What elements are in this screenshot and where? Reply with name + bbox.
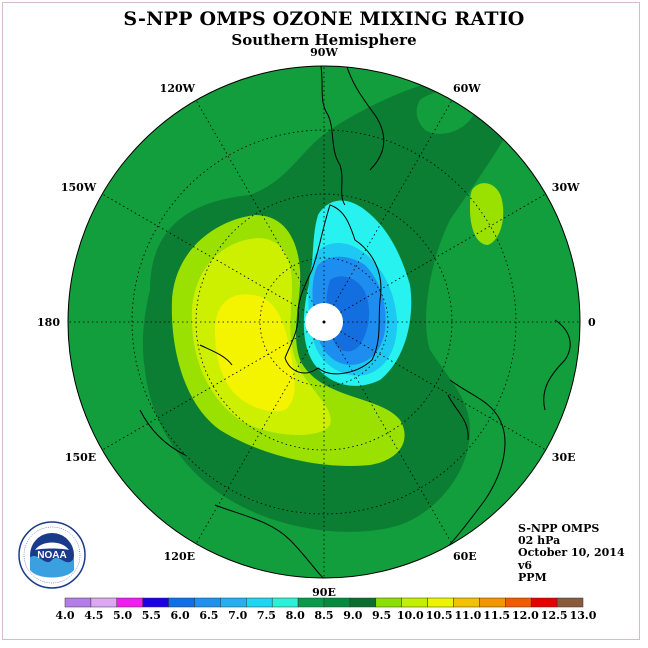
longitude-label: 30W [552,181,580,194]
longitude-label: 120E [164,550,195,563]
longitude-label: 60E [453,550,477,563]
longitude-label: 180 [37,316,60,329]
longitude-label: 30E [552,451,576,464]
longitude-label: 150E [65,451,96,464]
noaa-logo: NOAA [17,520,87,590]
ozone-field [60,60,590,590]
longitude-label: 60W [453,82,481,95]
longitude-label: 90E [312,586,336,599]
svg-text:NOAA: NOAA [37,550,66,561]
info-block: S-NPP OMPS 02 hPa October 10, 2014 v6 PP… [518,523,625,584]
longitude-label: 0 [588,316,596,329]
units-label: PPM [518,572,625,584]
longitude-label: 90W [310,46,338,59]
longitude-label: 120W [160,82,196,95]
date-label: October 10, 2014 [518,547,625,559]
south-pole-marker [323,321,326,324]
version-label: v6 [518,560,625,572]
longitude-label: 150W [61,181,97,194]
